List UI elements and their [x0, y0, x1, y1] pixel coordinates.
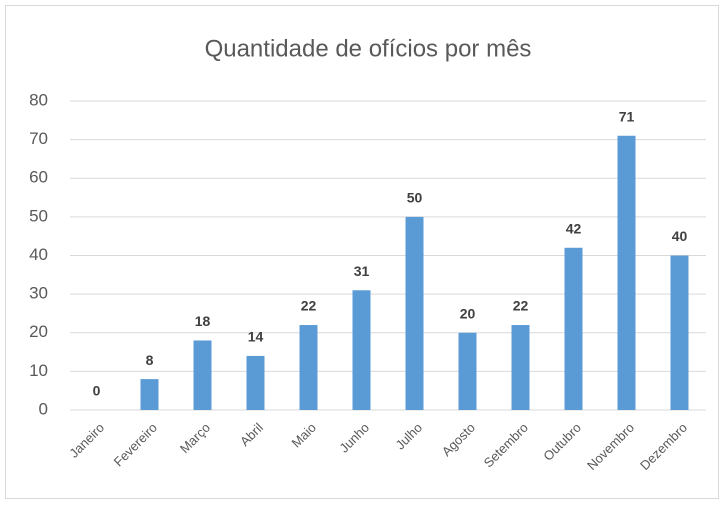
data-label: 40 — [672, 228, 688, 244]
chart-title: Quantidade de ofícios por mês — [205, 35, 532, 62]
data-label: 14 — [248, 329, 264, 345]
data-label: 22 — [301, 298, 317, 314]
y-tick-label: 20 — [29, 322, 48, 341]
data-label: 0 — [93, 383, 101, 399]
y-tick-label: 0 — [39, 399, 48, 418]
y-tick-label: 70 — [29, 129, 48, 148]
data-label: 71 — [619, 108, 635, 124]
y-tick-label: 40 — [29, 245, 48, 264]
bar — [299, 325, 318, 410]
bar — [246, 355, 265, 410]
data-label: 8 — [146, 352, 154, 368]
y-tick-label: 60 — [29, 168, 48, 187]
y-tick-label: 30 — [29, 284, 48, 303]
bar — [670, 255, 689, 410]
bar — [617, 135, 636, 410]
bar — [458, 332, 477, 410]
bar — [405, 216, 424, 410]
y-tick-label: 50 — [29, 206, 48, 225]
bar — [511, 325, 530, 410]
bar — [193, 340, 212, 410]
data-label: 20 — [460, 305, 476, 321]
data-label: 42 — [566, 220, 582, 236]
data-label: 31 — [354, 263, 370, 279]
data-label: 18 — [195, 313, 211, 329]
y-tick-label: 80 — [29, 90, 48, 109]
data-label: 50 — [407, 190, 423, 206]
data-label: 22 — [513, 298, 529, 314]
y-tick-label: 10 — [29, 361, 48, 380]
chart-border — [5, 5, 719, 499]
bar — [352, 290, 371, 410]
bar — [140, 379, 159, 410]
bar — [564, 247, 583, 410]
